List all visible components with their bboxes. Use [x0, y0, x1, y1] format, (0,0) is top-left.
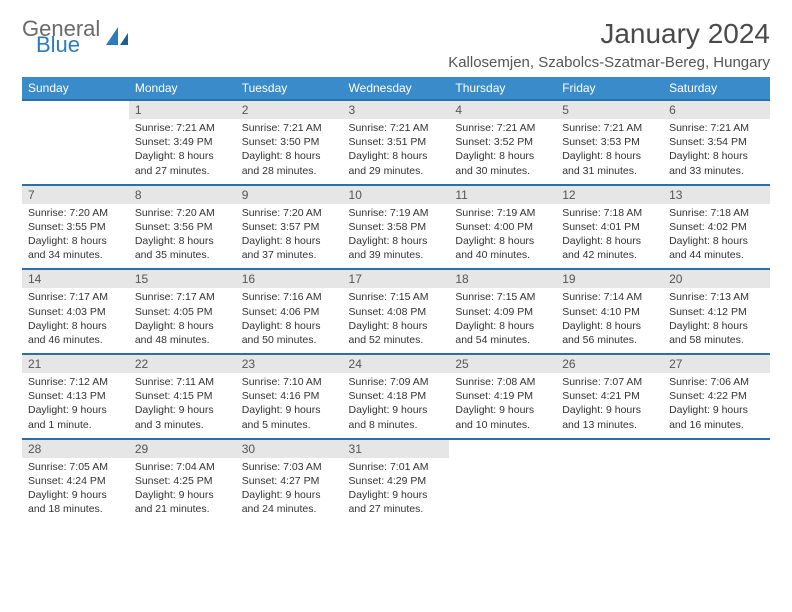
calendar-table: SundayMondayTuesdayWednesdayThursdayFrid…	[22, 77, 770, 522]
day-cell: Sunrise: 7:17 AMSunset: 4:03 PMDaylight:…	[22, 288, 129, 354]
logo-text-blue: Blue	[36, 34, 100, 56]
day-cell: Sunrise: 7:21 AMSunset: 3:52 PMDaylight:…	[449, 119, 556, 185]
day-cell: Sunrise: 7:15 AMSunset: 4:08 PMDaylight:…	[343, 288, 450, 354]
day-number	[449, 439, 556, 458]
content-row: Sunrise: 7:05 AMSunset: 4:24 PMDaylight:…	[22, 458, 770, 523]
day-number: 14	[22, 269, 129, 288]
day-cell: Sunrise: 7:04 AMSunset: 4:25 PMDaylight:…	[129, 458, 236, 523]
day-cell	[449, 458, 556, 523]
day-number: 9	[236, 185, 343, 204]
day-cell: Sunrise: 7:20 AMSunset: 3:56 PMDaylight:…	[129, 204, 236, 270]
day-number: 19	[556, 269, 663, 288]
day-header: Monday	[129, 77, 236, 100]
day-cell: Sunrise: 7:21 AMSunset: 3:54 PMDaylight:…	[663, 119, 770, 185]
logo: General Blue	[22, 18, 132, 56]
day-cell: Sunrise: 7:05 AMSunset: 4:24 PMDaylight:…	[22, 458, 129, 523]
day-header: Thursday	[449, 77, 556, 100]
day-number: 1	[129, 100, 236, 119]
day-number: 23	[236, 354, 343, 373]
daynum-row: 123456	[22, 100, 770, 119]
day-header: Sunday	[22, 77, 129, 100]
day-number: 13	[663, 185, 770, 204]
day-cell: Sunrise: 7:09 AMSunset: 4:18 PMDaylight:…	[343, 373, 450, 439]
day-number: 16	[236, 269, 343, 288]
day-number: 15	[129, 269, 236, 288]
day-number: 2	[236, 100, 343, 119]
day-header: Wednesday	[343, 77, 450, 100]
day-cell: Sunrise: 7:15 AMSunset: 4:09 PMDaylight:…	[449, 288, 556, 354]
day-cell: Sunrise: 7:18 AMSunset: 4:02 PMDaylight:…	[663, 204, 770, 270]
day-cell: Sunrise: 7:21 AMSunset: 3:53 PMDaylight:…	[556, 119, 663, 185]
day-number: 25	[449, 354, 556, 373]
day-cell: Sunrise: 7:06 AMSunset: 4:22 PMDaylight:…	[663, 373, 770, 439]
day-cell: Sunrise: 7:20 AMSunset: 3:55 PMDaylight:…	[22, 204, 129, 270]
day-number: 22	[129, 354, 236, 373]
day-cell	[663, 458, 770, 523]
day-header-row: SundayMondayTuesdayWednesdayThursdayFrid…	[22, 77, 770, 100]
location: Kallosemjen, Szabolcs-Szatmar-Bereg, Hun…	[448, 54, 770, 71]
day-number: 11	[449, 185, 556, 204]
content-row: Sunrise: 7:17 AMSunset: 4:03 PMDaylight:…	[22, 288, 770, 354]
day-cell: Sunrise: 7:16 AMSunset: 4:06 PMDaylight:…	[236, 288, 343, 354]
day-cell: Sunrise: 7:21 AMSunset: 3:50 PMDaylight:…	[236, 119, 343, 185]
day-number	[663, 439, 770, 458]
day-number: 31	[343, 439, 450, 458]
day-cell: Sunrise: 7:13 AMSunset: 4:12 PMDaylight:…	[663, 288, 770, 354]
daynum-row: 78910111213	[22, 185, 770, 204]
day-cell: Sunrise: 7:21 AMSunset: 3:49 PMDaylight:…	[129, 119, 236, 185]
content-row: Sunrise: 7:21 AMSunset: 3:49 PMDaylight:…	[22, 119, 770, 185]
day-number: 4	[449, 100, 556, 119]
day-number: 10	[343, 185, 450, 204]
day-cell: Sunrise: 7:20 AMSunset: 3:57 PMDaylight:…	[236, 204, 343, 270]
day-cell	[22, 119, 129, 185]
day-number: 12	[556, 185, 663, 204]
day-number: 18	[449, 269, 556, 288]
daynum-row: 14151617181920	[22, 269, 770, 288]
day-cell: Sunrise: 7:12 AMSunset: 4:13 PMDaylight:…	[22, 373, 129, 439]
day-cell: Sunrise: 7:07 AMSunset: 4:21 PMDaylight:…	[556, 373, 663, 439]
header: General Blue January 2024 Kallosemjen, S…	[22, 18, 770, 71]
day-number: 8	[129, 185, 236, 204]
day-number: 27	[663, 354, 770, 373]
day-number	[22, 100, 129, 119]
day-cell	[556, 458, 663, 523]
month-title: January 2024	[448, 18, 770, 50]
content-row: Sunrise: 7:12 AMSunset: 4:13 PMDaylight:…	[22, 373, 770, 439]
daynum-row: 21222324252627	[22, 354, 770, 373]
day-number: 28	[22, 439, 129, 458]
day-number: 3	[343, 100, 450, 119]
logo-sail-icon	[104, 25, 132, 49]
day-cell: Sunrise: 7:03 AMSunset: 4:27 PMDaylight:…	[236, 458, 343, 523]
day-number: 6	[663, 100, 770, 119]
day-cell: Sunrise: 7:21 AMSunset: 3:51 PMDaylight:…	[343, 119, 450, 185]
day-cell: Sunrise: 7:17 AMSunset: 4:05 PMDaylight:…	[129, 288, 236, 354]
day-header: Tuesday	[236, 77, 343, 100]
day-number: 24	[343, 354, 450, 373]
day-cell: Sunrise: 7:19 AMSunset: 4:00 PMDaylight:…	[449, 204, 556, 270]
day-number: 20	[663, 269, 770, 288]
day-cell: Sunrise: 7:19 AMSunset: 3:58 PMDaylight:…	[343, 204, 450, 270]
day-header: Friday	[556, 77, 663, 100]
day-number: 5	[556, 100, 663, 119]
day-number: 26	[556, 354, 663, 373]
day-cell: Sunrise: 7:14 AMSunset: 4:10 PMDaylight:…	[556, 288, 663, 354]
title-block: January 2024 Kallosemjen, Szabolcs-Szatm…	[448, 18, 770, 71]
daynum-row: 28293031	[22, 439, 770, 458]
day-cell: Sunrise: 7:10 AMSunset: 4:16 PMDaylight:…	[236, 373, 343, 439]
day-cell: Sunrise: 7:08 AMSunset: 4:19 PMDaylight:…	[449, 373, 556, 439]
day-number: 30	[236, 439, 343, 458]
day-number: 7	[22, 185, 129, 204]
day-number: 21	[22, 354, 129, 373]
day-number	[556, 439, 663, 458]
content-row: Sunrise: 7:20 AMSunset: 3:55 PMDaylight:…	[22, 204, 770, 270]
day-cell: Sunrise: 7:18 AMSunset: 4:01 PMDaylight:…	[556, 204, 663, 270]
day-number: 17	[343, 269, 450, 288]
day-number: 29	[129, 439, 236, 458]
day-cell: Sunrise: 7:11 AMSunset: 4:15 PMDaylight:…	[129, 373, 236, 439]
day-cell: Sunrise: 7:01 AMSunset: 4:29 PMDaylight:…	[343, 458, 450, 523]
day-header: Saturday	[663, 77, 770, 100]
